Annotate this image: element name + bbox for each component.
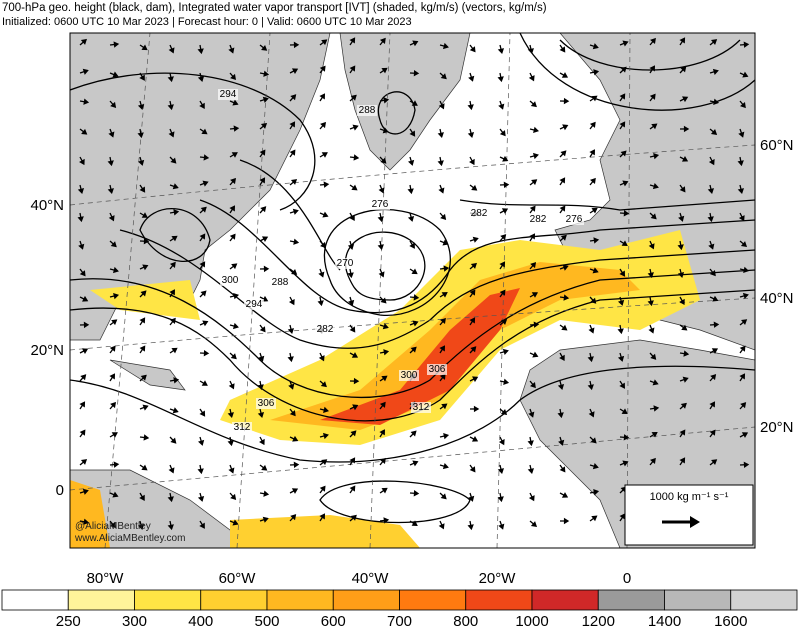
- colorbar-label: 500: [254, 613, 279, 629]
- colorbar-box: [665, 590, 731, 610]
- lon-label: 60°W: [219, 570, 257, 587]
- contour-label: 300: [222, 275, 239, 286]
- contour-label: 270: [337, 258, 354, 269]
- map: [70, 33, 755, 548]
- colorbar-label: 600: [321, 613, 346, 629]
- contour-label: 294: [246, 299, 263, 310]
- contour-label: 276: [566, 214, 583, 225]
- colorbar-label: 300: [122, 613, 147, 629]
- colorbar: 250 300 400 500 600 700 800 1000 1200 1400 1600: [2, 590, 797, 629]
- contour-label: 300: [401, 370, 418, 381]
- contour-label: 282: [317, 324, 334, 335]
- contour-label: 294: [220, 89, 237, 100]
- lat-label: 40°N: [760, 290, 794, 307]
- lat-label: 20°N: [760, 419, 794, 436]
- lat-label: 20°N: [30, 342, 64, 359]
- colorbar-box: [466, 590, 532, 610]
- colorbar-label: 1200: [582, 613, 615, 629]
- lat-label: 0: [56, 482, 64, 499]
- lat-label: 40°N: [30, 197, 64, 214]
- contour-label: 282: [471, 208, 488, 219]
- contour-label: 312: [413, 402, 430, 413]
- title: 700-hPa geo. height (black, dam), Integr…: [2, 2, 547, 14]
- subtitle: Initialized: 0600 UTC 10 Mar 2023 | Fore…: [2, 16, 412, 28]
- colorbar-box: [532, 590, 598, 610]
- colorbar-label: 700: [387, 613, 412, 629]
- contour-label: 282: [530, 214, 547, 225]
- colorbar-box: [267, 590, 333, 610]
- colorbar-label: 1600: [714, 613, 747, 629]
- colorbar-box: [333, 590, 399, 610]
- reference-vector-label: 1000 kg m⁻¹ s⁻¹: [650, 491, 729, 503]
- colorbar-box: [598, 590, 664, 610]
- contour-label: 306: [258, 398, 275, 409]
- colorbar-box: [2, 590, 68, 610]
- colorbar-box: [201, 590, 267, 610]
- colorbar-label: 1000: [515, 613, 548, 629]
- colorbar-label: 250: [56, 613, 81, 629]
- colorbar-label: 1400: [648, 613, 681, 629]
- contour-label: 288: [272, 277, 289, 288]
- lon-label: 0: [623, 570, 631, 587]
- credit: @AliciaMBentley: [75, 521, 151, 532]
- contour-label: 312: [234, 422, 251, 433]
- lon-label: 80°W: [87, 570, 125, 587]
- colorbar-box: [731, 590, 797, 610]
- lon-label: 40°W: [352, 570, 390, 587]
- contour-label: 276: [372, 199, 389, 210]
- colorbar-box: [400, 590, 466, 610]
- lat-label: 60°N: [760, 137, 794, 154]
- colorbar-box: [68, 590, 134, 610]
- credit: www.AliciaMBentley.com: [74, 533, 185, 544]
- colorbar-box: [135, 590, 201, 610]
- lon-label: 20°W: [479, 570, 517, 587]
- colorbar-label: 800: [453, 613, 478, 629]
- colorbar-label: 400: [188, 613, 213, 629]
- contour-label: 306: [429, 364, 446, 375]
- contour-label: 288: [359, 105, 376, 116]
